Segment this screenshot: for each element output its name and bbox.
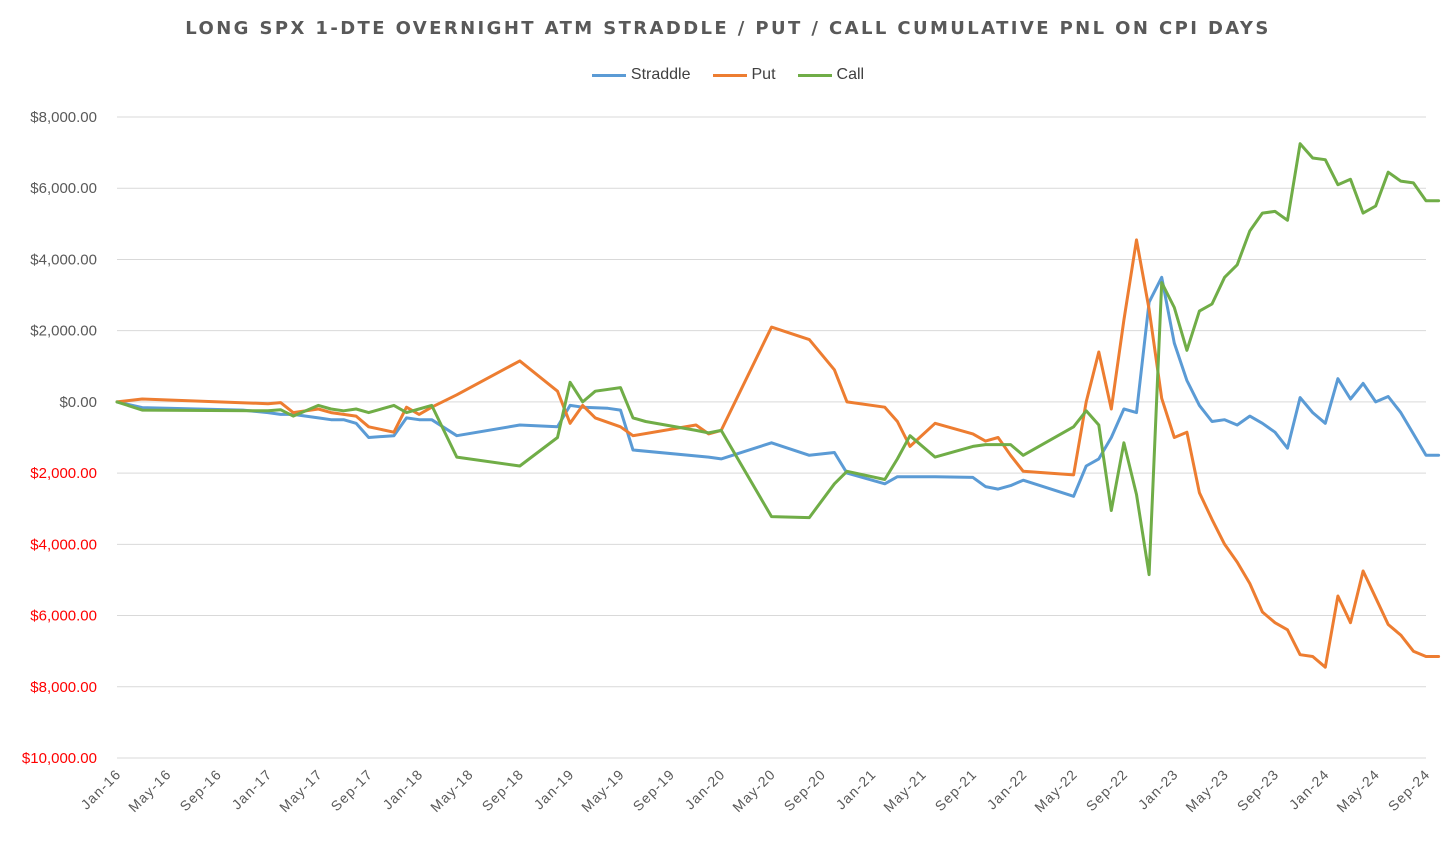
y-tick-label: $4,000.00 — [30, 251, 97, 268]
legend-item-call[interactable]: Call — [797, 66, 865, 84]
x-tick-label: Jan-22 — [984, 766, 1031, 813]
y-tick-label: $8,000.00 — [30, 109, 97, 126]
x-tick-label: May-20 — [729, 766, 778, 815]
series-line-put — [115, 238, 1441, 669]
x-tick-label: Sep-23 — [1234, 766, 1282, 814]
y-tick-label: $0.00 — [59, 394, 97, 411]
y-tick-label: $8,000.00 — [30, 679, 97, 696]
gridlines — [117, 116, 1426, 759]
chart-title: LONG SPX 1-DTE OVERNIGHT ATM STRADDLE / … — [185, 18, 1271, 39]
x-tick-label: Jan-18 — [379, 766, 426, 813]
x-tick-label: Sep-24 — [1385, 766, 1433, 814]
legend-label-call: Call — [836, 66, 865, 83]
x-tick-label: May-19 — [578, 766, 627, 815]
x-tick-label: Sep-22 — [1083, 766, 1131, 814]
y-tick-label: $6,000.00 — [30, 180, 97, 197]
legend-swatch-put — [712, 73, 747, 77]
x-tick-label: May-22 — [1031, 766, 1080, 815]
series-line-straddle — [115, 275, 1441, 498]
x-tick-label: May-17 — [276, 766, 325, 815]
x-tick-label: Sep-19 — [630, 766, 678, 814]
y-axis-tick-labels: $8,000.00 $6,000.00 $4,000.00 $2,000.00 $0.0… — [22, 109, 97, 767]
x-tick-label: Jan-17 — [228, 766, 275, 813]
x-tick-label: Jan-20 — [682, 766, 729, 813]
y-tick-label: $2,000.00 — [30, 323, 97, 340]
x-axis-tick-labels: Jan-16 May-16 Sep-16 Jan-17 May-17 Sep-17 Jan-… — [77, 766, 1433, 815]
x-tick-label: Sep-16 — [176, 766, 224, 814]
x-tick-label: May-21 — [880, 766, 929, 815]
y-tick-label: $6,000.00 — [30, 608, 97, 625]
legend-swatch-straddle — [591, 73, 626, 77]
x-tick-label: Sep-18 — [479, 766, 527, 814]
x-tick-label: May-23 — [1182, 766, 1231, 815]
legend-label-put: Put — [751, 66, 776, 83]
x-tick-label: Jan-19 — [531, 766, 578, 813]
x-tick-label: Sep-20 — [781, 766, 829, 814]
x-tick-label: May-16 — [125, 766, 174, 815]
x-tick-label: Sep-17 — [327, 766, 375, 814]
x-tick-label: Jan-23 — [1135, 766, 1182, 813]
x-tick-label: May-18 — [427, 766, 476, 815]
x-tick-label: Jan-24 — [1286, 766, 1333, 813]
series-line-call — [115, 142, 1441, 577]
legend-label-straddle: Straddle — [630, 66, 691, 83]
legend-item-put[interactable]: Put — [712, 66, 776, 84]
legend: Straddle Put Call — [0, 66, 1456, 84]
legend-item-straddle[interactable]: Straddle — [591, 66, 691, 84]
x-tick-label: Jan-21 — [833, 766, 880, 813]
legend-swatch-call — [797, 73, 832, 77]
x-tick-label: Sep-21 — [932, 766, 980, 814]
y-tick-label: $2,000.00 — [30, 465, 97, 482]
y-tick-label: $10,000.00 — [22, 750, 97, 767]
y-tick-label: $4,000.00 — [30, 536, 97, 553]
x-tick-label: May-24 — [1333, 766, 1382, 815]
x-tick-label: Jan-16 — [77, 766, 124, 813]
series-lines — [115, 142, 1441, 669]
